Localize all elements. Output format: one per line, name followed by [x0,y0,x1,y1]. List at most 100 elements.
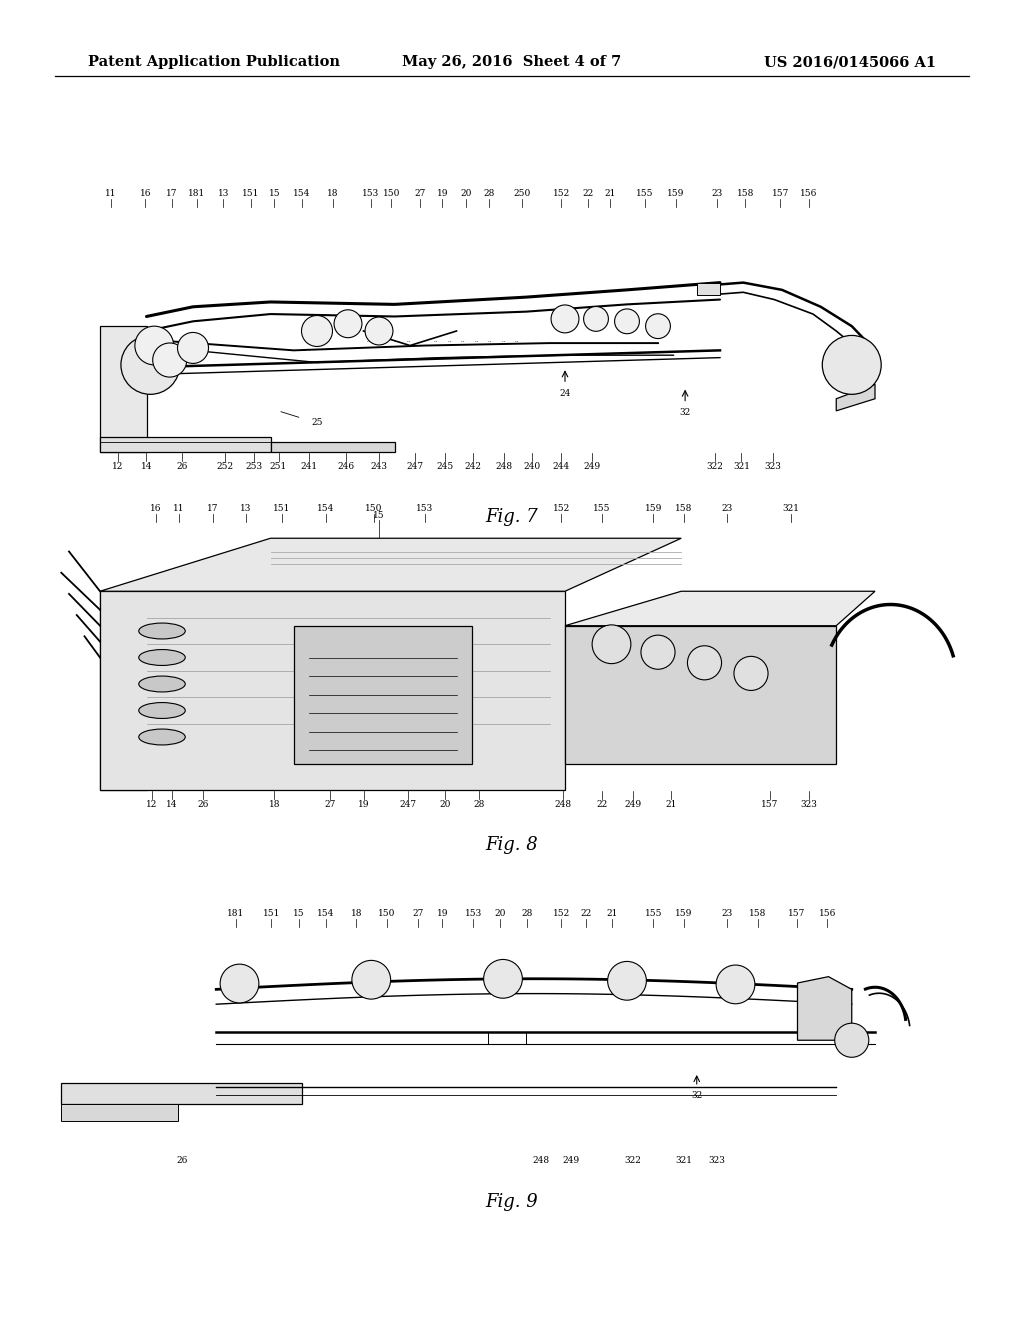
Text: 32: 32 [680,408,691,417]
Circle shape [301,315,333,346]
Ellipse shape [138,623,185,639]
Polygon shape [100,437,270,451]
Text: 26: 26 [197,800,209,809]
Text: 151: 151 [273,504,290,513]
Text: 322: 322 [625,1156,641,1166]
Text: 153: 153 [465,909,481,917]
Text: 15: 15 [293,909,305,917]
Text: 28: 28 [483,189,496,198]
Circle shape [734,656,768,690]
Text: 155: 155 [644,909,663,917]
Text: 23: 23 [722,909,732,917]
Text: 323: 323 [709,1156,725,1166]
Text: 17: 17 [207,504,219,513]
Polygon shape [61,1104,177,1121]
Circle shape [641,635,675,669]
Text: 181: 181 [188,189,205,198]
Polygon shape [837,384,874,411]
Text: 248: 248 [496,462,512,471]
Text: 158: 158 [676,504,692,513]
Text: 250: 250 [514,189,530,198]
Circle shape [614,309,639,334]
Text: 321: 321 [733,462,750,471]
Text: 152: 152 [553,189,569,198]
Text: 253: 253 [246,462,262,471]
Text: US 2016/0145066 A1: US 2016/0145066 A1 [764,55,936,69]
Text: 150: 150 [379,909,395,917]
Text: 159: 159 [645,504,662,513]
Text: 321: 321 [782,504,799,513]
Text: 249: 249 [563,1156,580,1166]
Polygon shape [100,539,681,591]
Text: 240: 240 [524,462,541,471]
Text: 157: 157 [762,800,778,809]
Text: 248: 248 [555,800,571,809]
Text: 159: 159 [676,909,692,917]
Text: 241: 241 [301,462,317,471]
Text: 322: 322 [707,462,723,471]
Text: 13: 13 [217,189,229,198]
Text: 26: 26 [176,1156,188,1166]
Text: 154: 154 [317,909,334,917]
Text: 155: 155 [593,504,611,513]
Text: 243: 243 [371,462,387,471]
Text: 17: 17 [166,189,178,198]
Circle shape [592,624,631,664]
Circle shape [584,306,608,331]
Text: 245: 245 [437,462,454,471]
Text: 321: 321 [676,1156,692,1166]
Text: 252: 252 [217,462,233,471]
Text: 21: 21 [604,189,616,198]
Text: 26: 26 [176,462,188,471]
Text: 181: 181 [227,909,244,917]
Ellipse shape [138,676,185,692]
Ellipse shape [138,702,185,718]
Text: 156: 156 [819,909,836,917]
Ellipse shape [138,649,185,665]
Text: 20: 20 [494,909,506,917]
Text: 247: 247 [399,800,416,809]
Text: 11: 11 [104,189,117,198]
Text: 13: 13 [240,504,252,513]
Text: 159: 159 [668,189,684,198]
Circle shape [607,961,646,1001]
Text: 248: 248 [532,1156,549,1166]
Text: 244: 244 [553,462,569,471]
Text: 21: 21 [606,909,618,917]
Text: 249: 249 [625,800,641,809]
Text: 20: 20 [460,189,472,198]
Text: 15: 15 [268,189,281,198]
Text: 155: 155 [636,189,654,198]
Text: 18: 18 [268,800,281,809]
Text: 19: 19 [436,909,449,917]
Text: 18: 18 [350,909,362,917]
Ellipse shape [138,729,185,744]
Text: 14: 14 [166,800,178,809]
Text: 158: 158 [737,189,754,198]
Text: 19: 19 [436,189,449,198]
Polygon shape [100,591,146,789]
Text: 11: 11 [173,504,185,513]
Text: 27: 27 [412,909,424,917]
Polygon shape [61,1082,301,1104]
Text: 21: 21 [665,800,677,809]
Text: 157: 157 [788,909,805,917]
Circle shape [645,314,671,338]
Text: 25: 25 [311,418,323,428]
Text: 20: 20 [439,800,452,809]
Circle shape [153,343,186,378]
Text: 28: 28 [473,800,485,809]
Polygon shape [100,591,565,789]
Circle shape [687,645,722,680]
Polygon shape [100,326,146,451]
Text: 15: 15 [373,511,385,520]
Text: 158: 158 [750,909,766,917]
Circle shape [121,335,180,395]
Text: 32: 32 [691,1092,702,1100]
Text: 157: 157 [772,189,788,198]
Polygon shape [270,442,394,451]
Text: 23: 23 [712,189,722,198]
Circle shape [483,960,522,998]
Text: 28: 28 [521,909,534,917]
Circle shape [716,965,755,1003]
